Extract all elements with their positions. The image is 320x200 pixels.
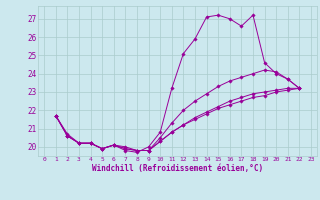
X-axis label: Windchill (Refroidissement éolien,°C): Windchill (Refroidissement éolien,°C): [92, 164, 263, 173]
